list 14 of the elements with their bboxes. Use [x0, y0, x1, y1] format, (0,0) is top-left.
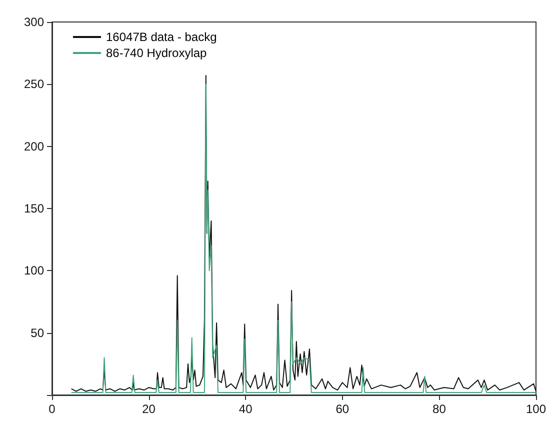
y-tick-label: 250	[24, 77, 44, 92]
x-tick-label: 100	[526, 402, 546, 416]
y-tick-label: 300	[24, 15, 44, 29]
legend-label: 16047B data - backg	[106, 30, 217, 44]
y-tick-label: 200	[24, 139, 44, 154]
x-tick-label: 40	[238, 402, 253, 416]
x-tick-label: 20	[142, 402, 156, 416]
y-tick-label: 100	[24, 264, 44, 278]
x-tick-label: 0	[48, 402, 56, 416]
x-tick-label: 60	[336, 402, 350, 416]
x-tick-label: 80	[432, 402, 446, 416]
y-tick-label: 50	[30, 326, 44, 340]
y-tick-label: 150	[24, 202, 44, 216]
legend-label: 86-740 Hydroxylap	[106, 46, 208, 60]
